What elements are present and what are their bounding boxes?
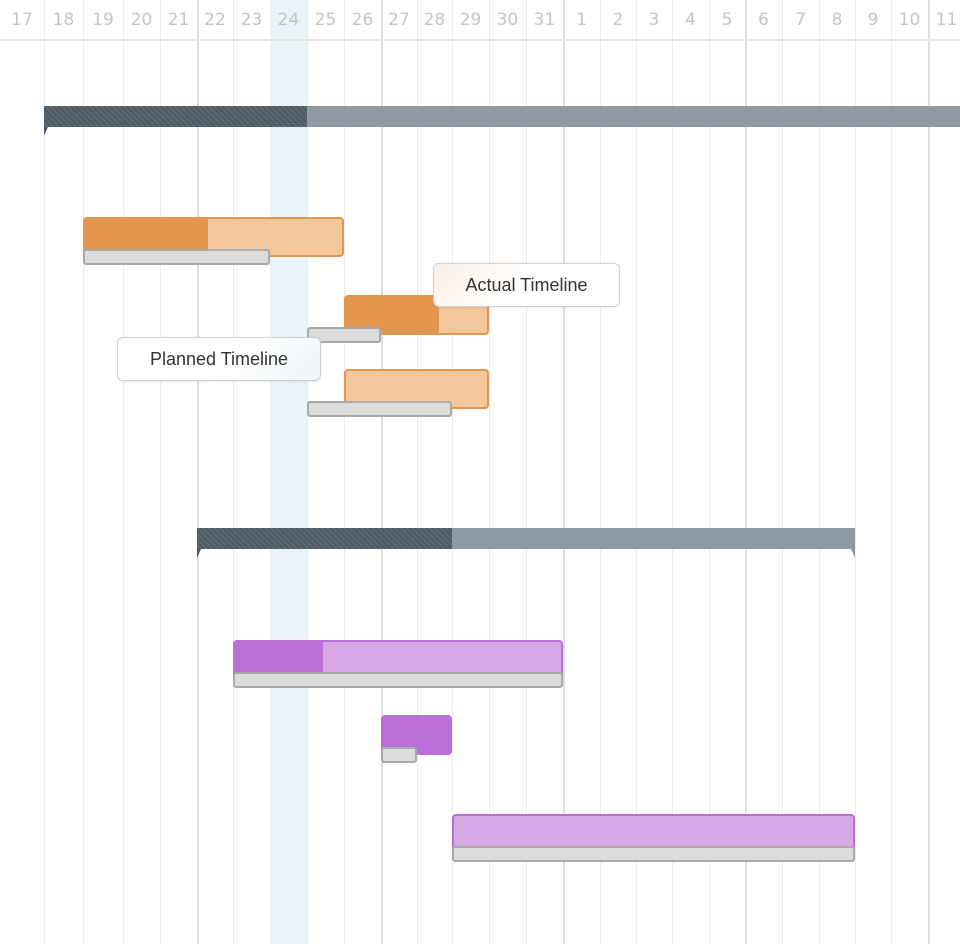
summary-end-marker [851, 549, 855, 558]
grid-line [709, 0, 710, 944]
grid-line [782, 0, 783, 944]
day-label: 18 [52, 10, 75, 30]
day-label: 1 [576, 10, 587, 30]
grid-line [636, 0, 637, 944]
today-column-highlight [270, 0, 307, 944]
day-label: 6 [758, 10, 769, 30]
grid-line [819, 0, 820, 944]
grid-line [270, 0, 271, 944]
day-label: 7 [795, 10, 806, 30]
summary-start-marker [197, 549, 201, 558]
grid-line [233, 0, 234, 944]
day-label: 2 [612, 10, 624, 30]
grid-line [160, 0, 161, 944]
day-label: 4 [685, 10, 696, 30]
day-label: 31 [533, 10, 556, 30]
grid-line [489, 0, 490, 944]
grid-line [563, 0, 565, 944]
planned-bar[interactable] [452, 846, 855, 862]
day-label: 8 [831, 10, 843, 30]
grid-line [855, 0, 856, 944]
header-divider [0, 39, 960, 41]
planned-bar[interactable] [307, 327, 381, 343]
day-label: 25 [314, 10, 337, 30]
grid-line [44, 0, 45, 944]
grid-line [891, 0, 892, 944]
day-label: 5 [721, 10, 733, 30]
day-label: 20 [130, 10, 153, 30]
day-label: 17 [11, 10, 33, 30]
day-label: 21 [167, 10, 190, 30]
grid-line [452, 0, 453, 944]
summary-progress [197, 528, 452, 549]
day-label: 26 [351, 10, 374, 30]
day-label: 19 [92, 10, 114, 30]
summary-start-marker [44, 127, 48, 136]
planned-bar[interactable] [307, 401, 452, 417]
day-label: 30 [496, 10, 519, 30]
day-label: 29 [459, 10, 482, 30]
grid-line [672, 0, 673, 944]
grid-line [83, 0, 84, 944]
actual-timeline-callout: Actual Timeline [433, 263, 620, 307]
day-label: 22 [204, 10, 226, 30]
day-label: 11 [935, 10, 958, 30]
day-label: 28 [423, 10, 446, 30]
grid-line [600, 0, 601, 944]
grid-line [928, 0, 930, 944]
grid-line [745, 0, 747, 944]
grid-line [307, 0, 308, 944]
planned-bar[interactable] [233, 672, 563, 688]
summary-bar [44, 106, 960, 136]
actual-bar[interactable] [344, 295, 489, 335]
day-label: 3 [648, 10, 660, 30]
day-label: 27 [388, 10, 410, 30]
day-label: 10 [898, 10, 921, 30]
planned-timeline-callout: Planned Timeline [117, 337, 321, 381]
day-label: 23 [240, 10, 263, 30]
day-label: 9 [867, 10, 879, 30]
grid-line [417, 0, 418, 944]
grid-line [381, 0, 383, 944]
grid-line [526, 0, 527, 944]
summary-bar [197, 528, 855, 558]
summary-progress [44, 106, 307, 127]
grid-line [197, 0, 199, 944]
day-label: 24 [277, 10, 300, 30]
planned-bar[interactable] [83, 249, 270, 265]
grid-line [123, 0, 124, 944]
planned-bar[interactable] [381, 747, 417, 763]
grid-line [344, 0, 345, 944]
